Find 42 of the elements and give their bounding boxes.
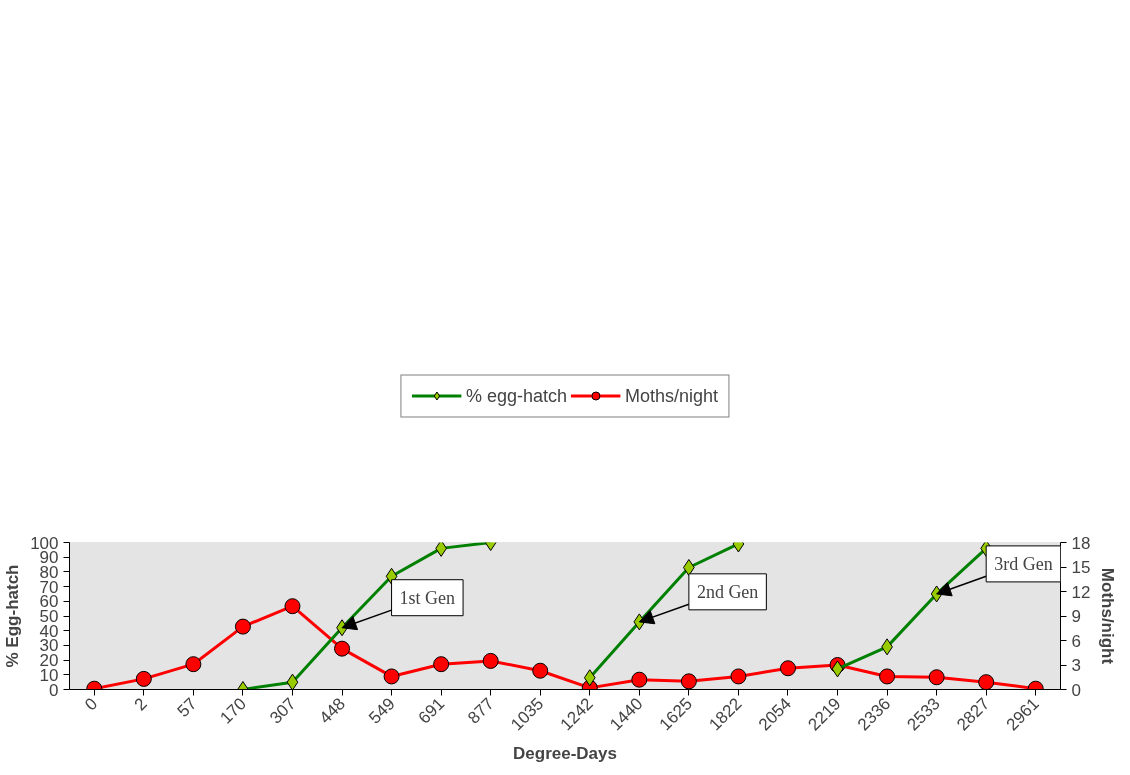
x-tick-label: 57 [173, 694, 201, 721]
point [234, 618, 251, 635]
x-axis-title: Degree-Days [513, 743, 617, 763]
y2-tick-label: 12 [1071, 582, 1091, 602]
x-tick-label: 0 [81, 694, 102, 715]
point [928, 669, 945, 686]
point [978, 674, 995, 690]
y2-tick-label: 0 [1071, 680, 1081, 700]
point [779, 660, 796, 677]
y-tick-label: 80 [39, 562, 59, 582]
annotation: 2nd Gen [696, 581, 759, 602]
x-tick-label: 2 [130, 694, 151, 715]
point [631, 671, 648, 688]
x-tick-label: 691 [414, 694, 449, 728]
x-tick-label: 307 [266, 694, 300, 728]
annotation: 1st Gen [399, 587, 456, 608]
y2-tick-label: 6 [1071, 631, 1081, 651]
point [532, 662, 549, 679]
point [482, 652, 499, 669]
point [185, 656, 202, 673]
y2-tick-label: 15 [1071, 558, 1091, 577]
legend-label: % egg-hatch [465, 385, 568, 407]
point [680, 673, 697, 690]
point [879, 668, 896, 685]
point [334, 640, 351, 657]
legend-label: Moths/night [625, 385, 719, 407]
point [135, 670, 152, 687]
point [730, 668, 747, 685]
x-tick-label: 549 [365, 694, 399, 728]
point [383, 668, 400, 685]
point [284, 598, 301, 615]
x-tick-label: 877 [464, 694, 498, 728]
x-tick-label: 170 [216, 694, 250, 728]
annotation: 3rd Gen [994, 553, 1053, 574]
y2-axis-title: Moths/night [1098, 567, 1118, 665]
y2-tick-label: 9 [1071, 607, 1081, 626]
x-tick-label: 448 [315, 694, 350, 728]
y2-tick-label: 3 [1071, 656, 1081, 675]
point [433, 656, 450, 673]
y-tick-label: 50 [39, 607, 59, 626]
y-axis-title: % Egg-hatch [3, 564, 23, 668]
y2-tick-label: 18 [1071, 533, 1091, 553]
